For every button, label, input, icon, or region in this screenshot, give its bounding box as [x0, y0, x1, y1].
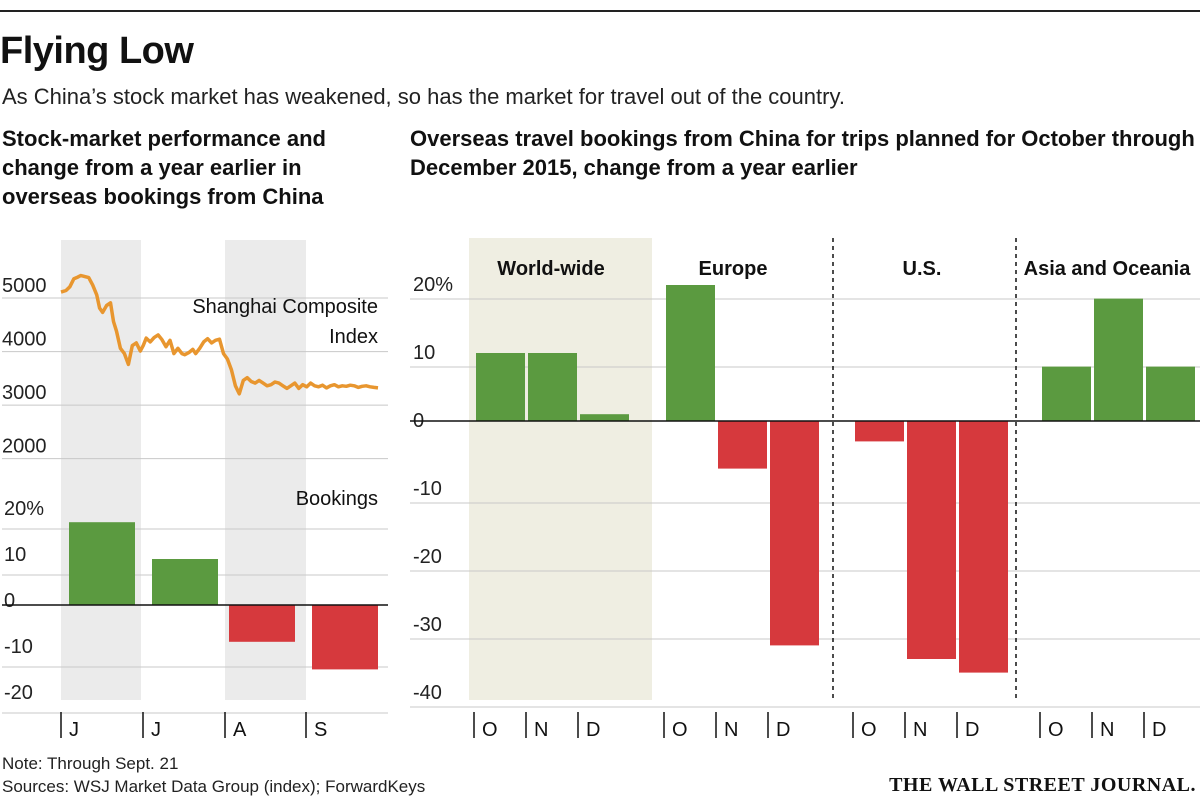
- x-tick-label: N: [913, 719, 927, 741]
- travel-bar: [770, 421, 819, 646]
- bookings-bar: [69, 522, 135, 605]
- travel-bar: [718, 421, 767, 469]
- travel-bar: [907, 421, 956, 659]
- x-tick-label: D: [1152, 719, 1166, 741]
- x-tick-label: J: [69, 719, 79, 741]
- page-title: Flying Low: [0, 30, 194, 72]
- bookings-bar: [312, 605, 378, 670]
- y-tick-label: 3000: [2, 382, 47, 404]
- x-tick-label: N: [1100, 719, 1114, 741]
- shanghai-index-line: [60, 273, 379, 396]
- y-tick-label: 10: [413, 342, 435, 364]
- travel-bar: [476, 353, 525, 421]
- x-tick-label: O: [482, 719, 498, 741]
- bookings-bar: [152, 559, 218, 605]
- left-chart-heading: Stock-market performance and change from…: [2, 126, 326, 209]
- y-tick-label: -40: [413, 682, 442, 704]
- travel-bar: [1094, 298, 1143, 421]
- group-label: U.S.: [903, 258, 942, 280]
- right-chart-heading: Overseas travel bookings from China for …: [410, 126, 1195, 180]
- sources: Sources: WSJ Market Data Group (index); …: [2, 777, 426, 796]
- bookings-label: Bookings: [296, 488, 378, 510]
- note: Note: Through Sept. 21: [2, 754, 179, 773]
- world-wide-band-shade: [469, 238, 652, 700]
- x-tick-label: O: [1048, 719, 1064, 741]
- y-tick-label: 20%: [413, 274, 453, 296]
- x-tick-label: N: [534, 719, 548, 741]
- y-tick-label: 4000: [2, 329, 47, 351]
- x-tick-label: A: [233, 719, 247, 741]
- x-tick-label: N: [724, 719, 738, 741]
- x-tick-label: D: [776, 719, 790, 741]
- bookings-bar: [229, 605, 295, 642]
- x-tick-label: J: [151, 719, 161, 741]
- x-tick-label: S: [314, 719, 327, 741]
- group-label: World-wide: [497, 258, 604, 280]
- travel-bar: [1042, 366, 1091, 421]
- travel-bar: [580, 414, 629, 421]
- y-tick-label: -20: [4, 682, 33, 704]
- x-tick-label: D: [965, 719, 979, 741]
- y-tick-label: 5000: [2, 275, 47, 297]
- x-tick-label: O: [861, 719, 877, 741]
- group-label: Europe: [699, 258, 768, 280]
- travel-bar: [666, 285, 715, 421]
- month-band-shade: [61, 240, 141, 700]
- travel-bar: [528, 353, 577, 421]
- y-tick-label: 2000: [2, 436, 47, 458]
- top-rule: [0, 10, 1200, 12]
- x-tick-label: D: [586, 719, 600, 741]
- y-tick-label: -10: [413, 478, 442, 500]
- y-tick-label: 0: [4, 590, 15, 612]
- travel-bar: [959, 421, 1008, 673]
- x-tick-label: O: [672, 719, 688, 741]
- y-tick-label: -20: [413, 546, 442, 568]
- y-tick-label: -10: [4, 636, 33, 658]
- group-label: Asia and Oceania: [1024, 258, 1192, 280]
- y-tick-label: -30: [413, 614, 442, 636]
- line-series-label: Shanghai Composite: [192, 296, 378, 318]
- y-tick-label: 20%: [4, 498, 44, 520]
- publisher-logo: THE WALL STREET JOURNAL.: [889, 774, 1196, 796]
- travel-bar: [855, 421, 904, 442]
- y-tick-label: 10: [4, 544, 26, 566]
- travel-bar: [1146, 366, 1195, 421]
- subtitle: As China’s stock market has weakened, so…: [2, 84, 845, 109]
- line-series-label: Index: [329, 326, 378, 348]
